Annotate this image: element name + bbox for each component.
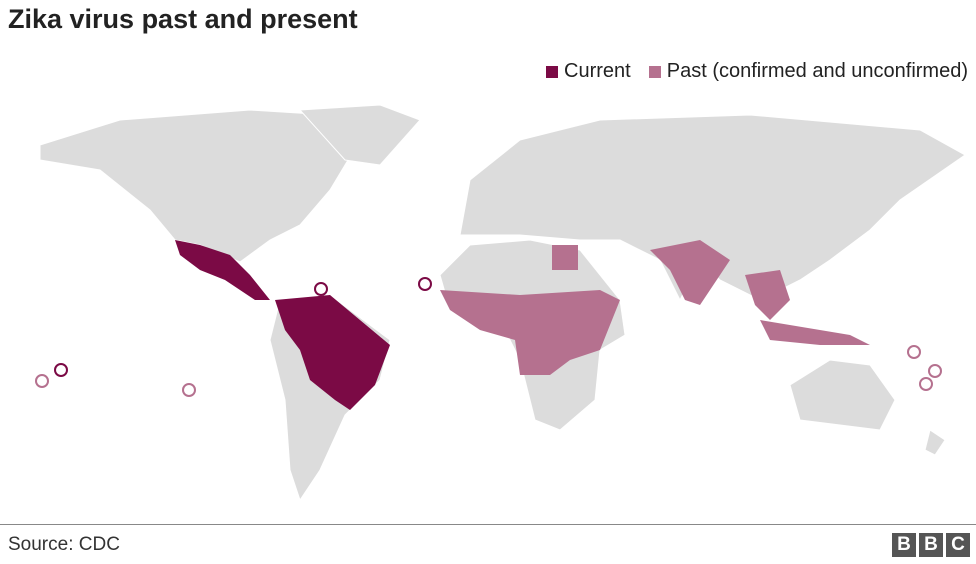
logo-letter: B — [892, 533, 916, 557]
title: Zika virus past and present — [8, 4, 358, 34]
source: Source: CDC — [8, 534, 120, 555]
past-africa — [440, 290, 620, 375]
past-india — [650, 240, 730, 305]
eurasia — [459, 114, 966, 302]
legend-item: Current — [546, 60, 631, 83]
past-indonesia — [760, 320, 870, 345]
north-america — [39, 109, 361, 263]
footer-rule — [0, 524, 976, 525]
logo-letter: C — [946, 533, 970, 557]
current-central-america — [175, 240, 270, 300]
legend-swatch — [546, 65, 559, 78]
logo-letter: B — [919, 533, 943, 557]
island-marker — [907, 345, 921, 359]
legend: Current Past (confirmed and unconfirmed) — [546, 60, 968, 83]
island-marker — [182, 383, 196, 397]
island-marker — [418, 277, 432, 291]
greenland — [298, 104, 421, 166]
past-egypt — [552, 245, 578, 270]
new-zealand — [924, 429, 946, 456]
island-marker — [54, 363, 68, 377]
legend-label: Past (confirmed and unconfirmed) — [666, 60, 968, 82]
island-marker — [919, 377, 933, 391]
past-southeast-asia — [745, 270, 790, 320]
current-south-america — [275, 295, 390, 410]
legend-item: Past (confirmed and unconfirmed) — [648, 60, 968, 83]
island-marker — [35, 374, 49, 388]
legend-label: Current — [564, 60, 631, 82]
australia — [789, 359, 896, 431]
island-marker — [928, 364, 942, 378]
island-marker — [314, 282, 328, 296]
world-map — [35, 104, 966, 502]
legend-swatch — [648, 65, 661, 78]
